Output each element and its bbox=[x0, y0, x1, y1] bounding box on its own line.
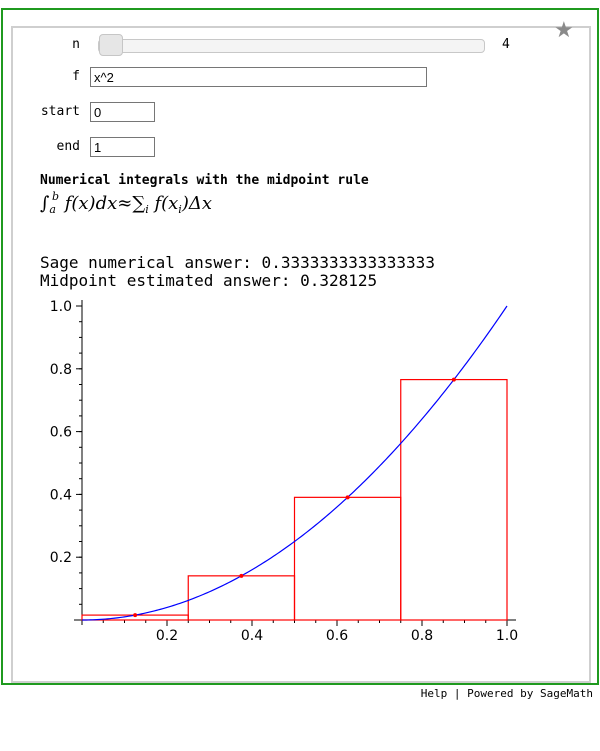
star-icon[interactable]: ★ bbox=[554, 18, 574, 43]
interact-panel bbox=[11, 26, 591, 683]
f-label: f bbox=[72, 69, 80, 84]
x-tick-label: 0.2 bbox=[156, 628, 178, 644]
midpoint-formula: ∫ab f(x)dx≈∑i f(xi)Δx bbox=[40, 190, 213, 216]
x-tick-label: 0.6 bbox=[326, 628, 348, 644]
midpoint-dot bbox=[133, 613, 138, 618]
start-input[interactable] bbox=[90, 102, 155, 122]
midpoint-rectangle bbox=[187, 575, 296, 621]
function-curve bbox=[81, 305, 508, 621]
footer-separator: | bbox=[447, 687, 468, 700]
x-tick-label: 1.0 bbox=[496, 628, 518, 644]
plot-axes: 0.2 0.4 0.6 0.8 1.0 0.2 0.4 0.6 0.8 1.0 bbox=[50, 299, 518, 644]
help-link[interactable]: Help bbox=[420, 687, 448, 700]
powered-by: Powered by SageMath bbox=[467, 687, 593, 700]
x-tick-label: 0.8 bbox=[411, 628, 433, 644]
y-tick-label: 0.4 bbox=[50, 487, 72, 503]
midpoint-dot bbox=[239, 573, 244, 578]
sage-answer: Sage numerical answer: 0.333333333333333… bbox=[40, 253, 435, 272]
n-slider-handle[interactable] bbox=[99, 34, 123, 56]
page-heading: Numerical integrals with the midpoint ru… bbox=[40, 173, 369, 188]
midpoint-rectangle bbox=[293, 496, 402, 621]
end-label: end bbox=[56, 139, 80, 154]
f-input[interactable] bbox=[90, 67, 427, 87]
y-tick-label: 0.8 bbox=[50, 362, 72, 378]
midpoint-dot bbox=[451, 377, 456, 382]
midpoint-dots bbox=[133, 377, 456, 618]
start-label: start bbox=[40, 104, 80, 119]
midpoint-plot: 0.2 0.4 0.6 0.8 1.0 0.2 0.4 0.6 0.8 1.0 bbox=[50, 299, 518, 644]
midpoint-rectangle bbox=[400, 378, 508, 621]
y-tick-label: 0.2 bbox=[50, 550, 72, 566]
midpoint-dot bbox=[345, 495, 350, 500]
x-tick-label: 0.4 bbox=[241, 628, 263, 644]
interact-frame bbox=[1, 8, 599, 685]
y-tick-label: 1.0 bbox=[50, 299, 72, 315]
y-tick-label: 0.6 bbox=[50, 425, 72, 441]
midpoint-rectangles bbox=[81, 378, 508, 621]
n-value: 4 bbox=[502, 37, 510, 52]
n-slider-track[interactable] bbox=[98, 39, 485, 53]
footer: Help | Powered by SageMath bbox=[421, 687, 593, 700]
end-input[interactable] bbox=[90, 137, 155, 157]
n-label: n bbox=[72, 37, 80, 52]
midpoint-answer: Midpoint estimated answer: 0.328125 bbox=[40, 271, 378, 290]
